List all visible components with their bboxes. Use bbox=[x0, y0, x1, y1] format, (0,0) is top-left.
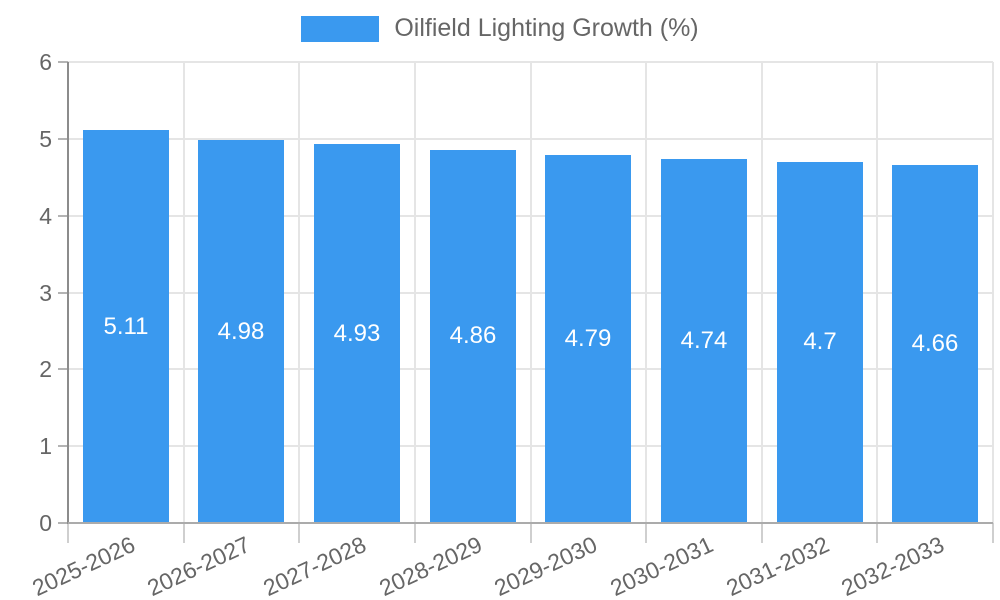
chart-legend: Oilfield Lighting Growth (%) bbox=[0, 14, 1000, 43]
legend-item[interactable]: Oilfield Lighting Growth (%) bbox=[301, 14, 699, 43]
x-axis-tick bbox=[876, 523, 879, 543]
gridline-vertical bbox=[529, 62, 532, 523]
y-axis-label: 4 bbox=[39, 202, 52, 229]
bar[interactable] bbox=[661, 159, 747, 523]
x-axis-line bbox=[68, 522, 993, 524]
gridline-vertical bbox=[876, 62, 879, 523]
y-axis-label: 5 bbox=[39, 125, 52, 152]
gridline-vertical bbox=[298, 62, 301, 523]
bar-value-label: 4.7 bbox=[803, 328, 837, 355]
bar-value-label: 4.98 bbox=[217, 318, 265, 345]
y-axis-label: 6 bbox=[39, 49, 52, 75]
legend-swatch bbox=[301, 15, 380, 42]
y-axis-label: 1 bbox=[39, 433, 52, 460]
y-axis-line bbox=[67, 62, 69, 524]
y-axis-tick bbox=[58, 368, 68, 371]
gridline-vertical bbox=[992, 62, 994, 523]
bar[interactable] bbox=[545, 155, 631, 523]
y-axis-tick bbox=[58, 214, 68, 217]
y-axis-tick bbox=[58, 522, 68, 524]
x-axis-tick bbox=[760, 523, 763, 543]
y-axis-tick bbox=[58, 445, 68, 448]
bar-value-label: 4.66 bbox=[911, 330, 959, 357]
bar[interactable] bbox=[430, 150, 516, 523]
bar[interactable] bbox=[198, 140, 284, 523]
x-axis-tick bbox=[992, 523, 994, 543]
bar-value-label: 4.79 bbox=[564, 325, 612, 352]
y-axis-label: 0 bbox=[39, 510, 52, 536]
legend-label: Oilfield Lighting Growth (%) bbox=[394, 14, 699, 42]
gridline-vertical bbox=[760, 62, 763, 523]
bar-value-label: 4.93 bbox=[333, 320, 381, 347]
gridline-vertical bbox=[645, 62, 648, 523]
x-axis-tick bbox=[182, 523, 185, 543]
y-axis-tick bbox=[58, 137, 68, 140]
x-axis-tick bbox=[529, 523, 532, 543]
x-axis-tick bbox=[67, 523, 69, 543]
x-axis-tick bbox=[298, 523, 301, 543]
x-axis-tick bbox=[645, 523, 648, 543]
gridline-vertical bbox=[182, 62, 185, 523]
bar[interactable] bbox=[314, 144, 400, 523]
bar-value-label: 5.11 bbox=[103, 313, 149, 340]
y-axis-label: 2 bbox=[39, 356, 52, 383]
bar[interactable] bbox=[83, 130, 169, 523]
y-axis-tick bbox=[58, 291, 68, 294]
gridline-vertical bbox=[413, 62, 416, 523]
y-axis-label: 3 bbox=[39, 279, 52, 306]
bar[interactable] bbox=[892, 165, 978, 523]
bar-value-label: 4.74 bbox=[680, 327, 728, 354]
y-axis-tick bbox=[58, 61, 68, 63]
x-axis-tick bbox=[413, 523, 416, 543]
bar[interactable] bbox=[777, 162, 863, 523]
bar-value-label: 4.86 bbox=[449, 322, 497, 349]
